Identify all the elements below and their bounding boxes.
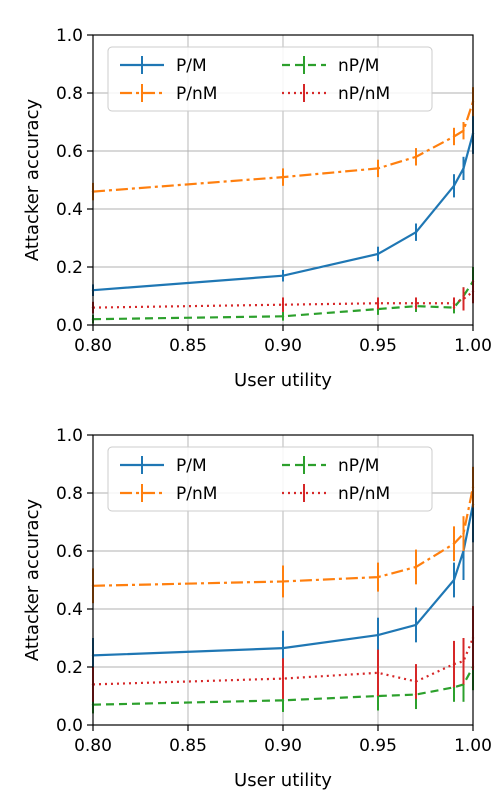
legend-item: nP/nM — [282, 84, 390, 104]
data-point — [452, 542, 456, 545]
legend-item: P/nM — [120, 84, 217, 104]
data-point — [281, 303, 285, 306]
data-point — [281, 646, 285, 650]
chart-panel-bottom: 0.80 0.85 0.90 0.95 1.00 0.0 0.2 0.4 0.6 0.8 1.0 P… — [22, 426, 492, 791]
legend-item: nP/nM — [282, 484, 390, 504]
y-tick-label: 0.8 — [56, 84, 83, 104]
data-point — [462, 297, 465, 301]
legend: P/M P/nM nP/M nP/nM — [107, 46, 433, 112]
data-point — [376, 167, 380, 170]
legend-item: P/nM — [120, 484, 217, 504]
data-point — [281, 699, 285, 702]
data-point — [452, 662, 456, 666]
y-tick-label: 0.0 — [56, 316, 83, 336]
data-point — [452, 184, 456, 187]
legend-item: nP/M — [282, 56, 379, 76]
data-point — [462, 129, 465, 132]
x-tick-label: 1.00 — [454, 736, 492, 756]
data-point — [414, 565, 418, 569]
legend-item: P/M — [120, 456, 207, 476]
data-point — [414, 302, 418, 305]
y-tick-label: 0.6 — [56, 142, 83, 162]
legend-label: nP/nM — [338, 84, 390, 104]
x-tick-label: 0.85 — [169, 736, 207, 756]
legend-box — [107, 46, 433, 112]
data-point — [281, 677, 285, 680]
data-point — [452, 302, 456, 305]
x-tick-label: 0.80 — [74, 336, 112, 356]
data-point — [452, 135, 456, 138]
chart-panel-top: 0.80 0.85 0.90 0.95 1.00 0.0 0.2 0.4 0.6 0.8 1.0 P… — [22, 26, 492, 391]
x-tick-label: 0.90 — [264, 736, 302, 756]
data-point — [281, 175, 285, 179]
x-tick-label: 1.00 — [454, 336, 492, 356]
data-point — [281, 315, 285, 318]
data-point — [452, 578, 456, 582]
data-point — [281, 274, 285, 277]
data-point — [414, 680, 418, 683]
x-tick-label: 0.90 — [264, 336, 302, 356]
y-tick-label: 0.0 — [56, 716, 83, 736]
y-tick-label: 0.8 — [56, 484, 83, 504]
legend-label: P/M — [176, 456, 207, 476]
axis-ticks: 0.80 0.85 0.90 0.95 1.00 0.0 0.2 0.4 0.6 0.8 1.0 — [56, 26, 492, 356]
data-point — [462, 660, 465, 663]
data-point — [281, 580, 285, 583]
axis-ticks: 0.80 0.85 0.90 0.95 1.00 0.0 0.2 0.4 0.6 0.8 1.0 — [56, 426, 492, 756]
y-tick-label: 0.2 — [56, 658, 83, 678]
y-tick-label: 0.2 — [56, 258, 83, 278]
legend: P/M P/nM nP/M nP/nM — [107, 446, 433, 512]
legend-item: P/M — [120, 56, 207, 76]
legend-label: P/nM — [176, 484, 217, 504]
legend-label: P/nM — [176, 84, 217, 104]
legend-label: nP/nM — [338, 484, 390, 504]
data-point — [414, 623, 418, 627]
data-point — [376, 671, 380, 674]
legend-box — [107, 446, 433, 512]
x-tick-label: 0.85 — [169, 336, 207, 356]
x-axis-label: User utility — [234, 370, 332, 391]
data-point — [414, 155, 418, 158]
data-point — [462, 167, 465, 170]
data-point — [376, 575, 380, 579]
x-axis-label: User utility — [234, 770, 332, 791]
data-point — [376, 633, 380, 637]
data-point — [414, 231, 418, 234]
y-tick-label: 0.4 — [56, 600, 83, 620]
legend-label: nP/M — [338, 56, 379, 76]
legend-item: nP/M — [282, 456, 379, 476]
y-tick-label: 1.0 — [56, 426, 83, 446]
data-point — [462, 532, 465, 535]
y-axis-label: Attacker accuracy — [22, 99, 43, 262]
data-point — [376, 252, 380, 256]
x-tick-label: 0.95 — [359, 736, 397, 756]
y-tick-label: 0.6 — [56, 542, 83, 562]
y-tick-label: 1.0 — [56, 26, 83, 46]
x-tick-label: 0.80 — [74, 736, 112, 756]
y-axis-label: Attacker accuracy — [22, 499, 43, 662]
data-point — [376, 302, 380, 305]
legend-label: P/M — [176, 56, 207, 76]
y-tick-label: 0.4 — [56, 200, 83, 220]
x-tick-label: 0.95 — [359, 336, 397, 356]
legend-label: nP/M — [338, 456, 379, 476]
